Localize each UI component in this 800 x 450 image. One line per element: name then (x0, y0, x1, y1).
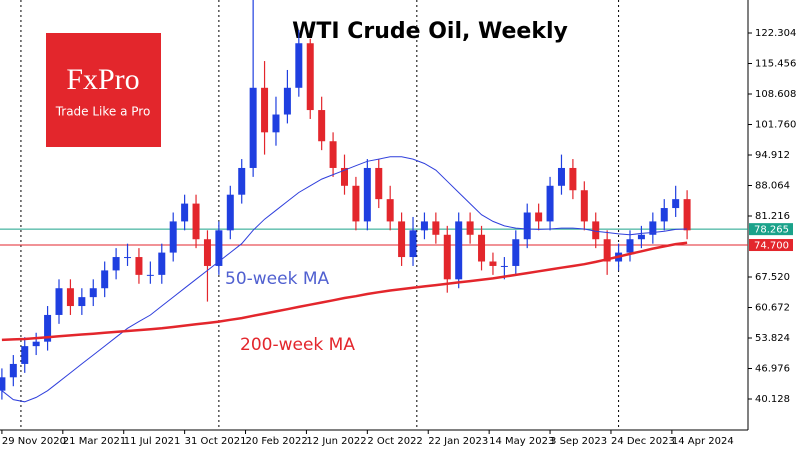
y-tick-label: 101.760 (755, 119, 796, 130)
candle-body (55, 288, 63, 315)
candle-body (432, 221, 440, 235)
candle-body (443, 234, 451, 280)
y-tick-label: 115.456 (755, 58, 796, 69)
candle-body (238, 167, 246, 195)
candle-body (283, 87, 291, 115)
candle-body (215, 230, 223, 266)
level-label-box (749, 239, 793, 252)
candle-body (626, 239, 634, 253)
series-label: 200-week MA (240, 335, 355, 355)
candle-body (306, 43, 314, 111)
level-label: 74.700 (754, 241, 789, 252)
candle-body (329, 141, 337, 168)
candle-body (101, 270, 109, 289)
moving-average-line (1, 241, 688, 342)
level-label: 78.265 (754, 225, 789, 236)
candle-body (672, 199, 680, 209)
candle-body (66, 288, 74, 307)
y-tick-label: 67.520 (755, 272, 790, 283)
candle-body (158, 252, 166, 275)
x-tick-label: 21 Mar 2021 (63, 436, 126, 447)
candle-body (112, 257, 120, 271)
x-tick-label: 12 Jun 2022 (306, 436, 366, 447)
y-tick-label: 81.216 (755, 211, 790, 222)
candle-body (489, 261, 497, 266)
candle-body (398, 221, 406, 258)
candle-body (203, 239, 211, 266)
y-tick-label: 88.064 (755, 180, 790, 191)
candle-body (603, 239, 611, 262)
x-tick-label: 14 Apr 2024 (672, 436, 734, 447)
y-tick-label: 94.912 (755, 150, 790, 161)
candle-body (546, 185, 554, 222)
y-tick-label: 60.672 (755, 303, 790, 314)
candle-body (249, 87, 257, 168)
chart-title: WTI Crude Oil, Weekly (292, 19, 568, 44)
logo-tagline: Trade Like a Pro (55, 105, 151, 119)
x-tick-label: 11 Jul 2021 (124, 436, 181, 447)
y-tick-label: 46.976 (755, 364, 790, 375)
candle-body (512, 239, 520, 266)
candle-body (478, 234, 486, 262)
series-label: 50-week MA (225, 269, 330, 289)
level-label-box (749, 223, 793, 236)
candle-body (44, 314, 52, 342)
candle-body (89, 288, 97, 298)
logo-box (46, 33, 161, 147)
x-tick-label: 24 Dec 2023 (611, 436, 675, 447)
x-tick-label: 20 Feb 2022 (246, 436, 308, 447)
x-tick-label: 3 Sep 2023 (550, 436, 607, 447)
x-tick-label: 22 Jan 2023 (428, 436, 488, 447)
candle-body (535, 212, 543, 222)
x-tick-label: 2 Oct 2022 (367, 436, 422, 447)
candle-body (649, 221, 657, 235)
candle-body (500, 265, 508, 267)
candle-body (466, 221, 474, 235)
candle-body (420, 221, 428, 231)
candle-body (637, 234, 645, 240)
candle-body (569, 167, 577, 191)
candle-body (261, 87, 269, 133)
candle-body (21, 346, 29, 364)
candle-body (226, 194, 234, 231)
x-tick-label: 31 Oct 2021 (185, 436, 247, 447)
candle-body (169, 221, 177, 253)
candle-body (192, 203, 200, 240)
candle-body (455, 221, 463, 280)
candle-body (124, 257, 132, 259)
candle-body (592, 221, 600, 240)
candle-body (386, 199, 394, 222)
y-tick-label: 122.304 (755, 28, 796, 39)
candle-body (78, 297, 86, 307)
candle-body (9, 363, 17, 378)
logo-name: FxPro (66, 63, 139, 96)
candle-body (580, 190, 588, 222)
candle-body (295, 43, 303, 88)
candle-body (340, 167, 348, 186)
candle-body (523, 212, 531, 240)
y-tick-label: 40.128 (755, 394, 790, 405)
moving-average-line (1, 156, 688, 403)
candle-body (409, 230, 417, 258)
candle-body (363, 167, 371, 222)
candle-body (557, 167, 565, 186)
candle-body (318, 110, 326, 142)
candle-body (181, 203, 189, 222)
candle-body (135, 257, 143, 275)
candle-body (375, 167, 383, 200)
y-tick-label: 53.824 (755, 333, 790, 344)
candle-body (272, 114, 280, 133)
x-tick-label: 14 May 2023 (489, 436, 554, 447)
x-tick-label: 29 Nov 2020 (2, 436, 66, 447)
candle-body (352, 185, 360, 222)
candle-body (146, 274, 154, 276)
candle-body (0, 377, 6, 391)
candle-body (660, 208, 668, 222)
candle-body (32, 341, 40, 347)
y-tick-label: 108.608 (755, 89, 796, 100)
candle-body (683, 199, 691, 231)
